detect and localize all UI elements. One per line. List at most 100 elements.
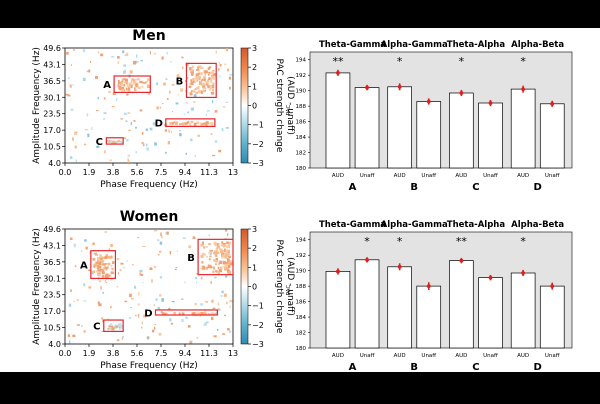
heatmap-cell	[121, 78, 124, 82]
heatmap-cell	[119, 140, 123, 143]
heatmap-cell	[190, 138, 193, 142]
heatmap-cell	[68, 77, 70, 80]
heatmap-cell	[155, 298, 158, 301]
heatmap-cell	[222, 106, 226, 108]
group-title: Theta-Alpha	[447, 40, 506, 50]
heatmap-cell	[128, 84, 131, 88]
heatmap-cell	[229, 305, 231, 308]
heatmap-cell	[108, 90, 111, 93]
heatmap-cell	[83, 283, 86, 287]
significance-marker: *	[364, 235, 370, 248]
heatmap-cell	[199, 81, 202, 85]
heatmap-cell	[117, 81, 121, 85]
bar	[478, 277, 503, 349]
region-label: D	[155, 119, 163, 130]
heatmap-cell	[108, 255, 112, 259]
heatmap-cell	[151, 279, 154, 283]
heatmap-cell	[97, 272, 101, 275]
heatmap-cell	[102, 267, 106, 270]
heatmap-cell	[181, 312, 185, 315]
heatmap-cell	[202, 266, 205, 269]
heatmap-cell	[196, 75, 200, 78]
heatmap-plot-area	[64, 47, 234, 164]
heatmap-cell	[159, 106, 162, 109]
heatmap-cell	[179, 133, 182, 137]
heatmap-cell	[135, 314, 137, 317]
heatmap-cell	[66, 51, 69, 55]
bar	[416, 101, 442, 169]
heatmap-cell	[120, 82, 123, 86]
colorbar-tick-label: −2	[252, 140, 264, 149]
heatmap-cell	[189, 340, 193, 344]
heatmap-cell	[224, 248, 226, 252]
heatmap-cell	[82, 49, 86, 53]
heatmap-cell	[201, 90, 203, 94]
heatmap-cell	[123, 89, 126, 92]
heatmap-cell	[215, 140, 218, 143]
y-tick-label: 49.6	[43, 44, 61, 53]
heatmap-cell	[112, 261, 115, 264]
heatmap-cell	[205, 301, 208, 303]
heatmap-cell	[202, 88, 204, 91]
heatmap-cell	[91, 271, 94, 275]
heatmap-cell	[152, 329, 155, 333]
heatmap-cell	[182, 66, 184, 69]
heatmap-cell	[98, 262, 102, 266]
heatmap-cell	[113, 142, 117, 145]
heatmap-cell	[111, 55, 115, 58]
heatmap-cell	[111, 267, 114, 271]
heatmap-cell	[209, 88, 211, 91]
heatmap-cell	[185, 123, 189, 125]
heatmap-cell	[210, 87, 212, 89]
heatmap-cell	[205, 121, 207, 124]
heatmap-cell	[110, 244, 113, 247]
heatmap-cell	[211, 316, 214, 320]
heatmap-cell	[169, 61, 173, 63]
heatmap-cell	[225, 249, 229, 253]
group-letter: D	[533, 182, 541, 193]
heatmap-cell	[198, 69, 200, 72]
colorbar-tick-label: 0	[252, 102, 257, 111]
heatmap-cell	[98, 303, 102, 307]
heatmap-cell	[130, 83, 133, 86]
heatmap-cell	[190, 79, 193, 82]
x-tick-label: Unaff	[545, 353, 560, 359]
heatmap-cell	[203, 122, 206, 125]
heatmap-cell	[226, 263, 230, 266]
heatmap-cell	[154, 142, 157, 146]
heatmap-cell	[93, 252, 97, 255]
heatmap-cell	[222, 261, 226, 265]
heatmap-title: Men	[132, 28, 165, 44]
heatmap-cell	[218, 149, 222, 153]
heatmap-cell	[138, 314, 140, 318]
x-tick-label: Unaff	[421, 353, 436, 359]
heatmap-cell	[82, 77, 86, 82]
group-title: Alpha-Beta	[511, 220, 564, 230]
heatmap-cell	[175, 267, 178, 269]
bar	[354, 259, 380, 349]
heatmap-cell	[194, 155, 197, 157]
heatmap-cell	[225, 101, 229, 103]
heatmap-cell	[209, 255, 212, 258]
heatmap-cell	[207, 85, 210, 89]
heatmap-cell	[221, 250, 225, 253]
heatmap-cell	[187, 121, 190, 124]
heatmap-cell	[223, 293, 227, 297]
heatmap-cell	[196, 86, 198, 89]
heatmap-cell	[104, 280, 106, 283]
region-box	[105, 137, 124, 145]
heatmap-cell	[179, 123, 182, 125]
heatmap-cell	[132, 264, 134, 266]
heatmap-cell	[162, 312, 165, 315]
heatmap-cell	[139, 272, 142, 276]
x-tick-label: 0.0	[59, 349, 72, 358]
heatmap-cell	[215, 270, 218, 273]
heatmap-cell	[215, 50, 217, 54]
heatmap-cell	[73, 300, 75, 303]
heatmap-cell	[190, 107, 194, 111]
heatmap-cell	[228, 255, 231, 258]
y-tick-label: 4.0	[48, 159, 61, 168]
heatmap-cell	[200, 123, 203, 126]
colorbar-sublabel: (AUD - unaff)	[285, 76, 295, 135]
heatmap-cell	[224, 314, 226, 316]
